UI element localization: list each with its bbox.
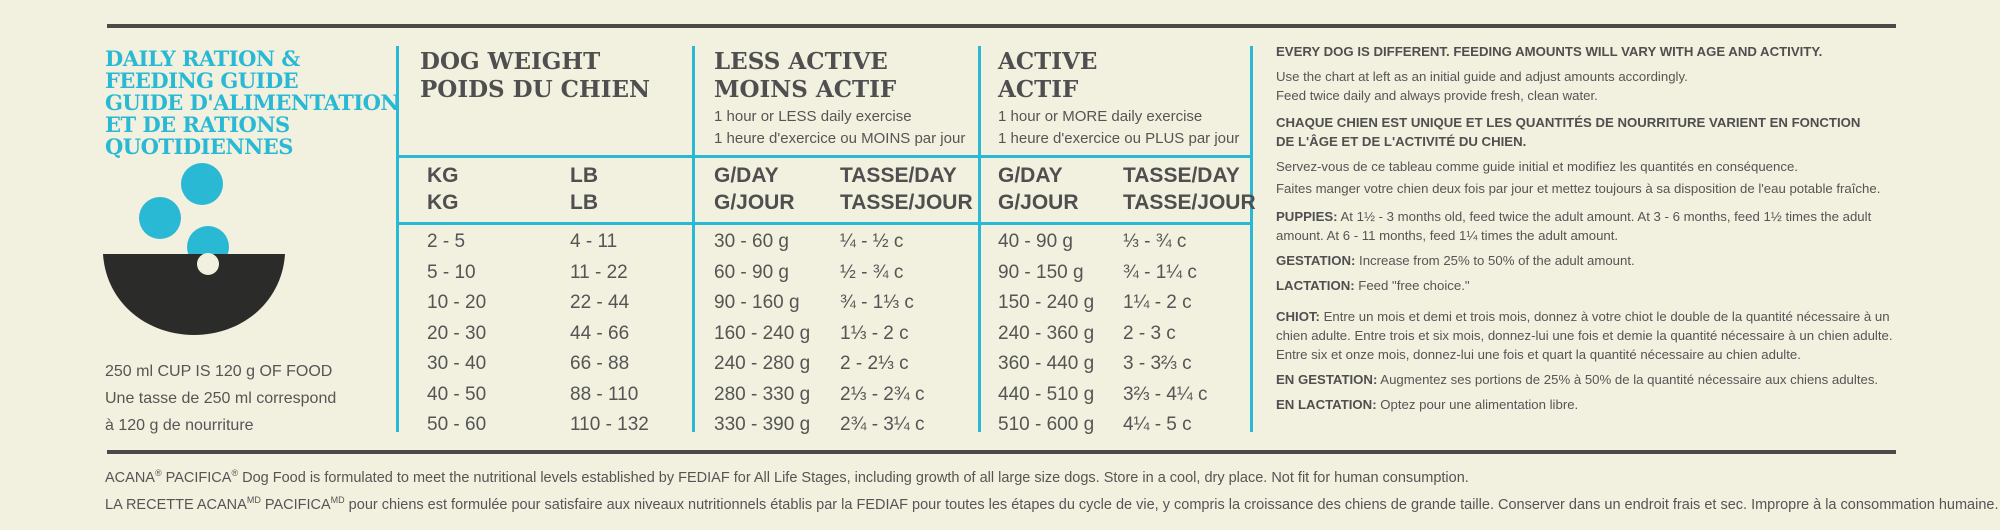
table-cell: 510 - 600 g — [998, 414, 1095, 435]
kg-header: KG KG — [427, 164, 459, 214]
notes-heading-fr: CHAQUE CHIEN EST UNIQUE ET LES QUANTITÉS… — [1276, 115, 1861, 130]
table-cell: 3 - 3⅔ c — [1123, 353, 1192, 374]
table-cell: 4 - 11 — [570, 231, 618, 252]
active-g-header: G/DAY G/JOUR — [998, 164, 1079, 214]
active-cup-column: ⅓ - ¾ c ¾ - 1¼ c 1¼ - 2 c 2 - 3 c 3 - 3⅔… — [1123, 227, 1208, 441]
footer-line-fr: LA RECETTE ACANAMD PACIFICAMD pour chien… — [105, 494, 1999, 513]
active-g-column: 40 - 90 g 90 - 150 g 150 - 240 g 240 - 3… — [998, 227, 1094, 441]
table-cell: 11 - 22 — [570, 261, 628, 283]
active-subtitle: 1 hour or MORE daily exercise 1 heure d'… — [998, 108, 1240, 147]
guide-title: DAILY RATION & FEEDING GUIDE GUIDE D'ALI… — [105, 46, 400, 159]
kg-column: 2 - 5 5 - 10 10 - 20 20 - 30 30 - 40 40 … — [427, 227, 486, 441]
table-cell: 40 - 90 g — [998, 231, 1073, 252]
table-cell: ⅓ - ¾ c — [1123, 231, 1187, 252]
puppies-note: PUPPIES: At 1½ - 3 months old, feed twic… — [1276, 209, 1872, 224]
table-cell: 110 - 132 — [570, 414, 649, 435]
table-cell: 1⅓ - 2 c — [840, 322, 909, 344]
table-cell: 30 - 40 — [427, 353, 487, 374]
lactation-note: LACTATION: Feed "free choice." — [1276, 278, 1470, 293]
table-cell: 1¼ - 2 c — [1123, 292, 1192, 313]
table-cell: 360 - 440 g — [998, 353, 1095, 374]
cup-note: 250 ml CUP IS 120 g OF FOOD Une tasse de… — [105, 363, 337, 434]
table-cell: 240 - 360 g — [998, 322, 1095, 344]
table-cell: 88 - 110 — [570, 383, 639, 405]
feeding-notes: EVERY DOG IS DIFFERENT. FEEDING AMOUNTS … — [1276, 42, 1956, 414]
header-divider — [397, 155, 1251, 158]
bottom-rule — [107, 450, 1896, 454]
table-cell: 22 - 44 — [570, 292, 630, 313]
kibble-icon — [139, 197, 181, 239]
less-active-g-column: 30 - 60 g 60 - 90 g 90 - 160 g 160 - 240… — [714, 227, 810, 441]
active-cup-header: TASSE/DAY TASSE/JOUR — [1123, 164, 1256, 214]
en-lactation-note: EN LACTATION: Optez pour une alimentatio… — [1276, 397, 1579, 412]
notes-text: Use the chart at left as an initial guid… — [1276, 69, 1688, 84]
table-cell: 2 - 5 — [427, 231, 466, 252]
table-cell: ¾ - 1¼ c — [1123, 261, 1197, 283]
table-cell: 90 - 150 g — [998, 261, 1084, 283]
table-cell: 150 - 240 g — [998, 292, 1095, 313]
less-active-cup-header: TASSE/DAY TASSE/JOUR — [840, 164, 973, 214]
table-cell: 3⅔ - 4¼ c — [1123, 383, 1208, 405]
less-active-heading: LESS ACTIVE MOINS ACTIF — [714, 48, 897, 103]
active-heading: ACTIVE ACTIF — [998, 48, 1098, 103]
table-cell: 66 - 88 — [570, 353, 630, 374]
table-cell: ¾ - 1⅓ c — [840, 292, 914, 313]
column-divider — [978, 46, 981, 432]
table-cell: 60 - 90 g — [714, 261, 789, 283]
column-divider — [692, 46, 695, 432]
lb-column: 4 - 11 11 - 22 22 - 44 44 - 66 66 - 88 8… — [570, 227, 649, 441]
table-cell: ½ - ¾ c — [840, 261, 904, 283]
table-cell: 10 - 20 — [427, 292, 487, 313]
less-active-g-header: G/DAY G/JOUR — [714, 164, 795, 214]
table-cell: 2 - 2⅓ c — [840, 353, 909, 374]
notes-text: Servez-vous de ce tableau comme guide in… — [1276, 159, 1798, 174]
table-cell: 50 - 60 — [427, 414, 487, 435]
table-cell: 4¼ - 5 c — [1123, 414, 1192, 435]
table-cell: 330 - 390 g — [714, 414, 811, 435]
table-cell: 440 - 510 g — [998, 383, 1095, 405]
table-cell: 90 - 160 g — [714, 292, 800, 313]
units-divider — [397, 222, 1251, 225]
table-cell: 2¾ - 3¼ c — [840, 414, 925, 435]
table-cell: 40 - 50 — [427, 383, 487, 405]
kibble-icon — [181, 163, 223, 205]
chiot-note-cont: Entre six et onze mois, donnez-lui une f… — [1276, 347, 1801, 362]
gestation-note: GESTATION: Increase from 25% to 50% of t… — [1276, 253, 1635, 268]
bowl-icon — [103, 254, 285, 335]
chiot-note-cont: chien adulte. Entre trois et six mois, d… — [1276, 328, 1893, 343]
table-cell: 2 - 3 c — [1123, 322, 1176, 344]
table-cell: 20 - 30 — [427, 322, 487, 344]
notes-heading-en: EVERY DOG IS DIFFERENT. FEEDING AMOUNTS … — [1276, 44, 1823, 59]
lb-header: LB LB — [570, 164, 598, 214]
table-cell: 44 - 66 — [570, 322, 630, 344]
column-divider — [396, 46, 399, 432]
footer-line-en: ACANA® PACIFICA® Dog Food is formulated … — [105, 468, 1469, 486]
table-cell: 160 - 240 g — [714, 322, 811, 344]
puppies-note-cont: amount. At 6 - 11 months, feed 1¼ times … — [1276, 228, 1619, 243]
food-bowl-icon — [103, 163, 285, 335]
footer-disclaimer: ACANA® PACIFICA® Dog Food is formulated … — [105, 462, 1999, 516]
less-active-cup-column: ¼ - ½ c ½ - ¾ c ¾ - 1⅓ c 1⅓ - 2 c 2 - 2⅓… — [840, 227, 925, 441]
column-divider — [1250, 46, 1253, 432]
notes-heading-fr: DE L'ÂGE ET DE L'ACTIVITÉ DU CHIEN. — [1276, 134, 1527, 149]
notes-text: Faites manger votre chien deux fois par … — [1276, 181, 1881, 196]
table-cell: 2⅓ - 2¾ c — [840, 383, 925, 405]
table-cell: 280 - 330 g — [714, 383, 811, 405]
table-cell: ¼ - ½ c — [840, 231, 904, 252]
dog-weight-heading: DOG WEIGHT POIDS DU CHIEN — [420, 48, 651, 103]
chiot-note: CHIOT: Entre un mois et demi et trois mo… — [1276, 309, 1890, 324]
kibble-highlight — [197, 253, 219, 275]
top-rule — [107, 24, 1896, 28]
table-cell: 5 - 10 — [427, 261, 476, 283]
notes-text: Feed twice daily and always provide fres… — [1276, 88, 1598, 103]
table-cell: 30 - 60 g — [714, 231, 789, 252]
table-cell: 240 - 280 g — [714, 353, 811, 374]
less-active-subtitle: 1 hour or LESS daily exercise 1 heure d'… — [714, 108, 966, 147]
en-gestation-note: EN GESTATION: Augmentez ses portions de … — [1276, 372, 1879, 387]
